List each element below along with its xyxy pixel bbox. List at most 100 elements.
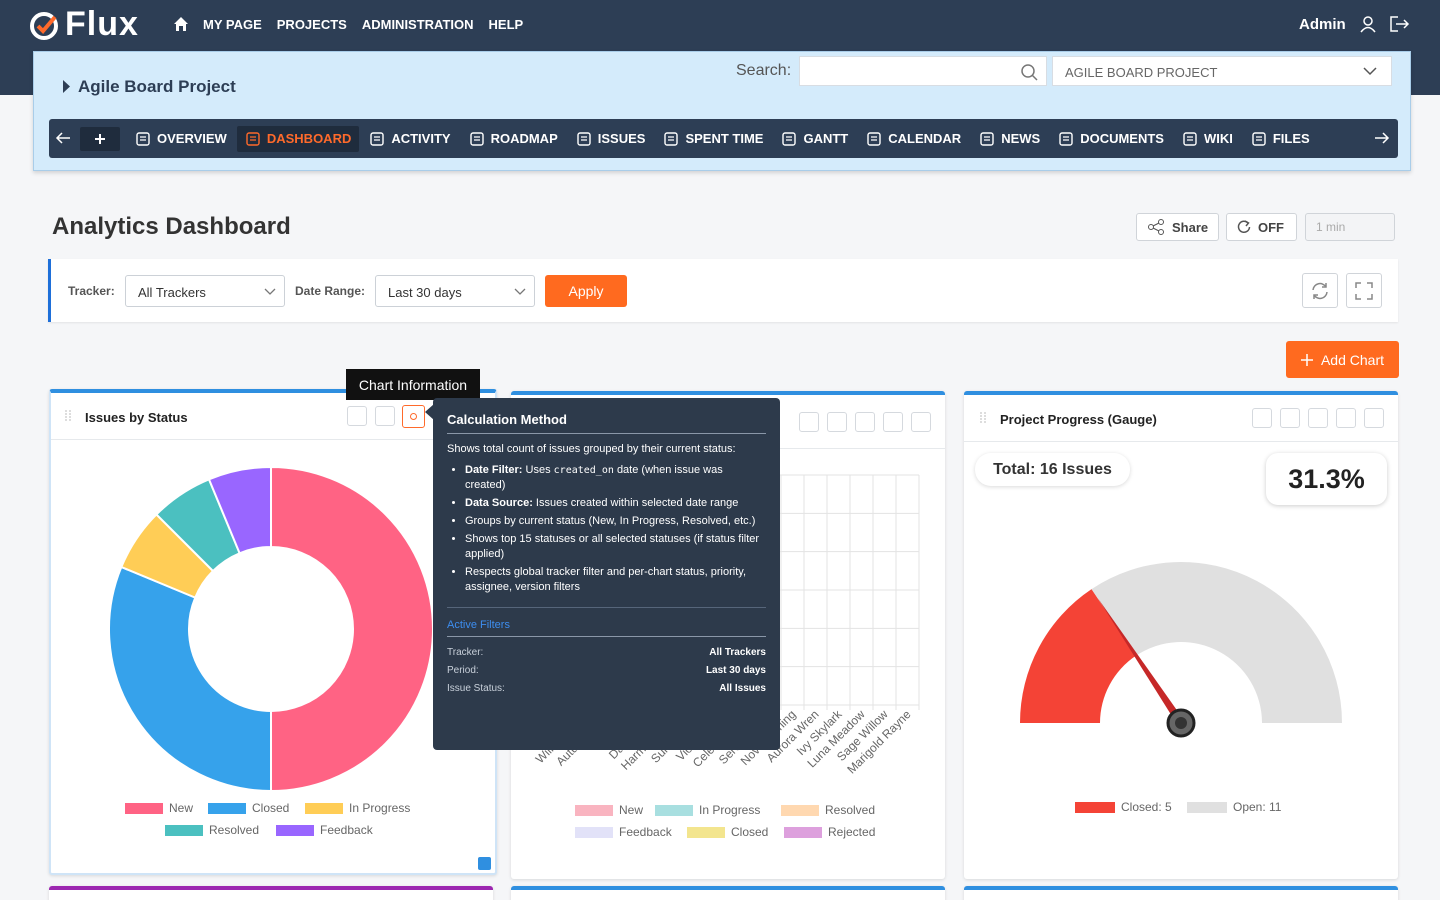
tab-label: ISSUES bbox=[597, 131, 646, 146]
tabs-left[interactable] bbox=[55, 131, 71, 145]
legend-swatch bbox=[1075, 801, 1115, 813]
fullscreen-button[interactable] bbox=[1346, 273, 1382, 308]
legend-item: Resolved bbox=[165, 823, 259, 837]
logo-icon bbox=[30, 12, 58, 40]
popup-title: Calculation Method bbox=[447, 412, 766, 434]
legend-swatch bbox=[305, 802, 343, 814]
nav-item[interactable]: MY PAGE bbox=[203, 17, 262, 32]
tab-icon bbox=[980, 131, 994, 146]
add-chart-button[interactable]: Add Chart bbox=[1286, 341, 1399, 378]
tab[interactable]: DASHBOARD bbox=[236, 125, 360, 152]
tab[interactable]: GANTT bbox=[773, 126, 856, 152]
icon-button[interactable] bbox=[375, 406, 395, 426]
tab[interactable]: NEWS bbox=[971, 126, 1048, 152]
legend-swatch bbox=[687, 826, 725, 838]
tab-label: DASHBOARD bbox=[266, 131, 352, 146]
user-icons[interactable] bbox=[1360, 15, 1410, 33]
popup-arrow bbox=[425, 404, 434, 420]
item-code: created_on bbox=[553, 465, 614, 476]
item-strong: Date Filter: bbox=[465, 464, 523, 476]
legend-swatch bbox=[125, 802, 163, 814]
tab[interactable]: OVERVIEW bbox=[127, 126, 235, 152]
tab-icon-shape bbox=[1183, 131, 1197, 146]
tab-icon-shape bbox=[374, 135, 381, 141]
tab-icon bbox=[136, 131, 150, 146]
tab[interactable]: WIKI bbox=[1174, 126, 1241, 152]
gauge-total: Total: 16 Issues bbox=[975, 453, 1130, 486]
popup-list: Date Filter: Uses created_on date (when … bbox=[447, 463, 766, 595]
tab-label: FILES bbox=[1272, 131, 1310, 146]
project-name[interactable]: Agile Board Project bbox=[78, 77, 236, 96]
item-text: Groups by current status (New, In Progre… bbox=[465, 515, 756, 527]
icon-button[interactable] bbox=[883, 412, 903, 432]
tab[interactable]: ACTIVITY bbox=[361, 126, 458, 152]
tab-label: GANTT bbox=[803, 131, 849, 146]
nav-item[interactable]: ADMINISTRATION bbox=[361, 17, 474, 32]
home-icon[interactable] bbox=[173, 16, 189, 32]
interval-select[interactable]: 1 min bbox=[1305, 213, 1395, 241]
project-selector[interactable]: AGILE BOARD PROJECT bbox=[1052, 56, 1392, 86]
tab[interactable]: SPENT TIME bbox=[655, 126, 771, 152]
tab[interactable]: DOCUMENTS bbox=[1050, 126, 1172, 152]
add-tab[interactable] bbox=[80, 127, 120, 151]
nav-item[interactable]: PROJECTS bbox=[276, 17, 347, 32]
tab-icon-shape bbox=[1186, 135, 1193, 141]
main-nav: MY PAGE PROJECTS ADMINISTRATION HELP bbox=[203, 17, 523, 32]
item-text: Uses bbox=[525, 464, 551, 476]
tab-icon-shape bbox=[469, 131, 484, 146]
icon-button[interactable] bbox=[347, 406, 367, 426]
tab-icon-shape bbox=[1063, 135, 1070, 141]
legend-label: Feedback bbox=[320, 823, 373, 837]
date-range-value: Last 30 days bbox=[388, 285, 462, 300]
tab-icon bbox=[1252, 131, 1266, 146]
tab-icon-shape bbox=[249, 135, 256, 141]
resize-handle[interactable] bbox=[478, 857, 491, 870]
share-button[interactable]: Share bbox=[1136, 213, 1220, 241]
interval-label: 1 min bbox=[1316, 220, 1346, 234]
nav-item[interactable]: HELP bbox=[488, 17, 524, 32]
icon-button[interactable] bbox=[855, 412, 875, 432]
info-popup: Calculation Method Shows total count of … bbox=[433, 398, 780, 750]
legend-swatch bbox=[575, 826, 613, 838]
icon-button[interactable] bbox=[1252, 408, 1272, 428]
icon-button[interactable] bbox=[1336, 408, 1356, 428]
tab[interactable]: CALENDAR bbox=[858, 126, 969, 152]
tab-icon-shape bbox=[782, 131, 797, 146]
date-range-select[interactable]: Last 30 days bbox=[375, 275, 535, 307]
tab-icon-shape bbox=[668, 135, 675, 141]
drag-handle[interactable] bbox=[64, 410, 72, 422]
icon-button[interactable] bbox=[799, 412, 819, 432]
drag-handle[interactable] bbox=[979, 412, 987, 424]
tooltip-text: Chart Information bbox=[358, 376, 468, 393]
tab[interactable]: ISSUES bbox=[568, 126, 654, 152]
project-selector-text: AGILE BOARD PROJECT bbox=[1065, 65, 1218, 80]
icon-button[interactable] bbox=[911, 412, 931, 432]
item-strong: Data Source: bbox=[465, 497, 533, 509]
icon-button[interactable] bbox=[1364, 408, 1384, 428]
tab[interactable]: ROADMAP bbox=[461, 126, 566, 152]
apply-button[interactable]: Apply bbox=[545, 275, 627, 307]
popup-item: Respects global tracker filter and per-c… bbox=[465, 565, 766, 595]
icon-button[interactable] bbox=[827, 412, 847, 432]
icon-button[interactable] bbox=[1280, 408, 1300, 428]
tracker-select[interactable]: All Trackers bbox=[125, 275, 285, 307]
search-label: Search: bbox=[736, 62, 792, 79]
icon-button[interactable] bbox=[1308, 408, 1328, 428]
filter-row: Tracker: All Trackers bbox=[447, 645, 766, 660]
legend-item: In Progress bbox=[655, 803, 760, 817]
auto-refresh-button[interactable]: OFF bbox=[1226, 213, 1297, 241]
refresh-label: OFF bbox=[1258, 219, 1284, 235]
tab-icon-shape bbox=[1059, 131, 1073, 146]
info-button[interactable] bbox=[402, 405, 425, 428]
tab-icon bbox=[370, 131, 385, 146]
brand: Flux bbox=[65, 5, 139, 43]
legend-item: Closed bbox=[687, 825, 768, 839]
legend-item: Closed bbox=[208, 801, 289, 815]
chart-card bbox=[511, 886, 945, 900]
legend-swatch bbox=[208, 802, 246, 814]
user-name[interactable]: Admin bbox=[1299, 16, 1346, 33]
tabs-right[interactable] bbox=[1374, 131, 1390, 145]
tab[interactable]: FILES bbox=[1243, 126, 1318, 152]
reload-button[interactable] bbox=[1302, 273, 1338, 308]
search-input[interactable] bbox=[799, 56, 1047, 86]
